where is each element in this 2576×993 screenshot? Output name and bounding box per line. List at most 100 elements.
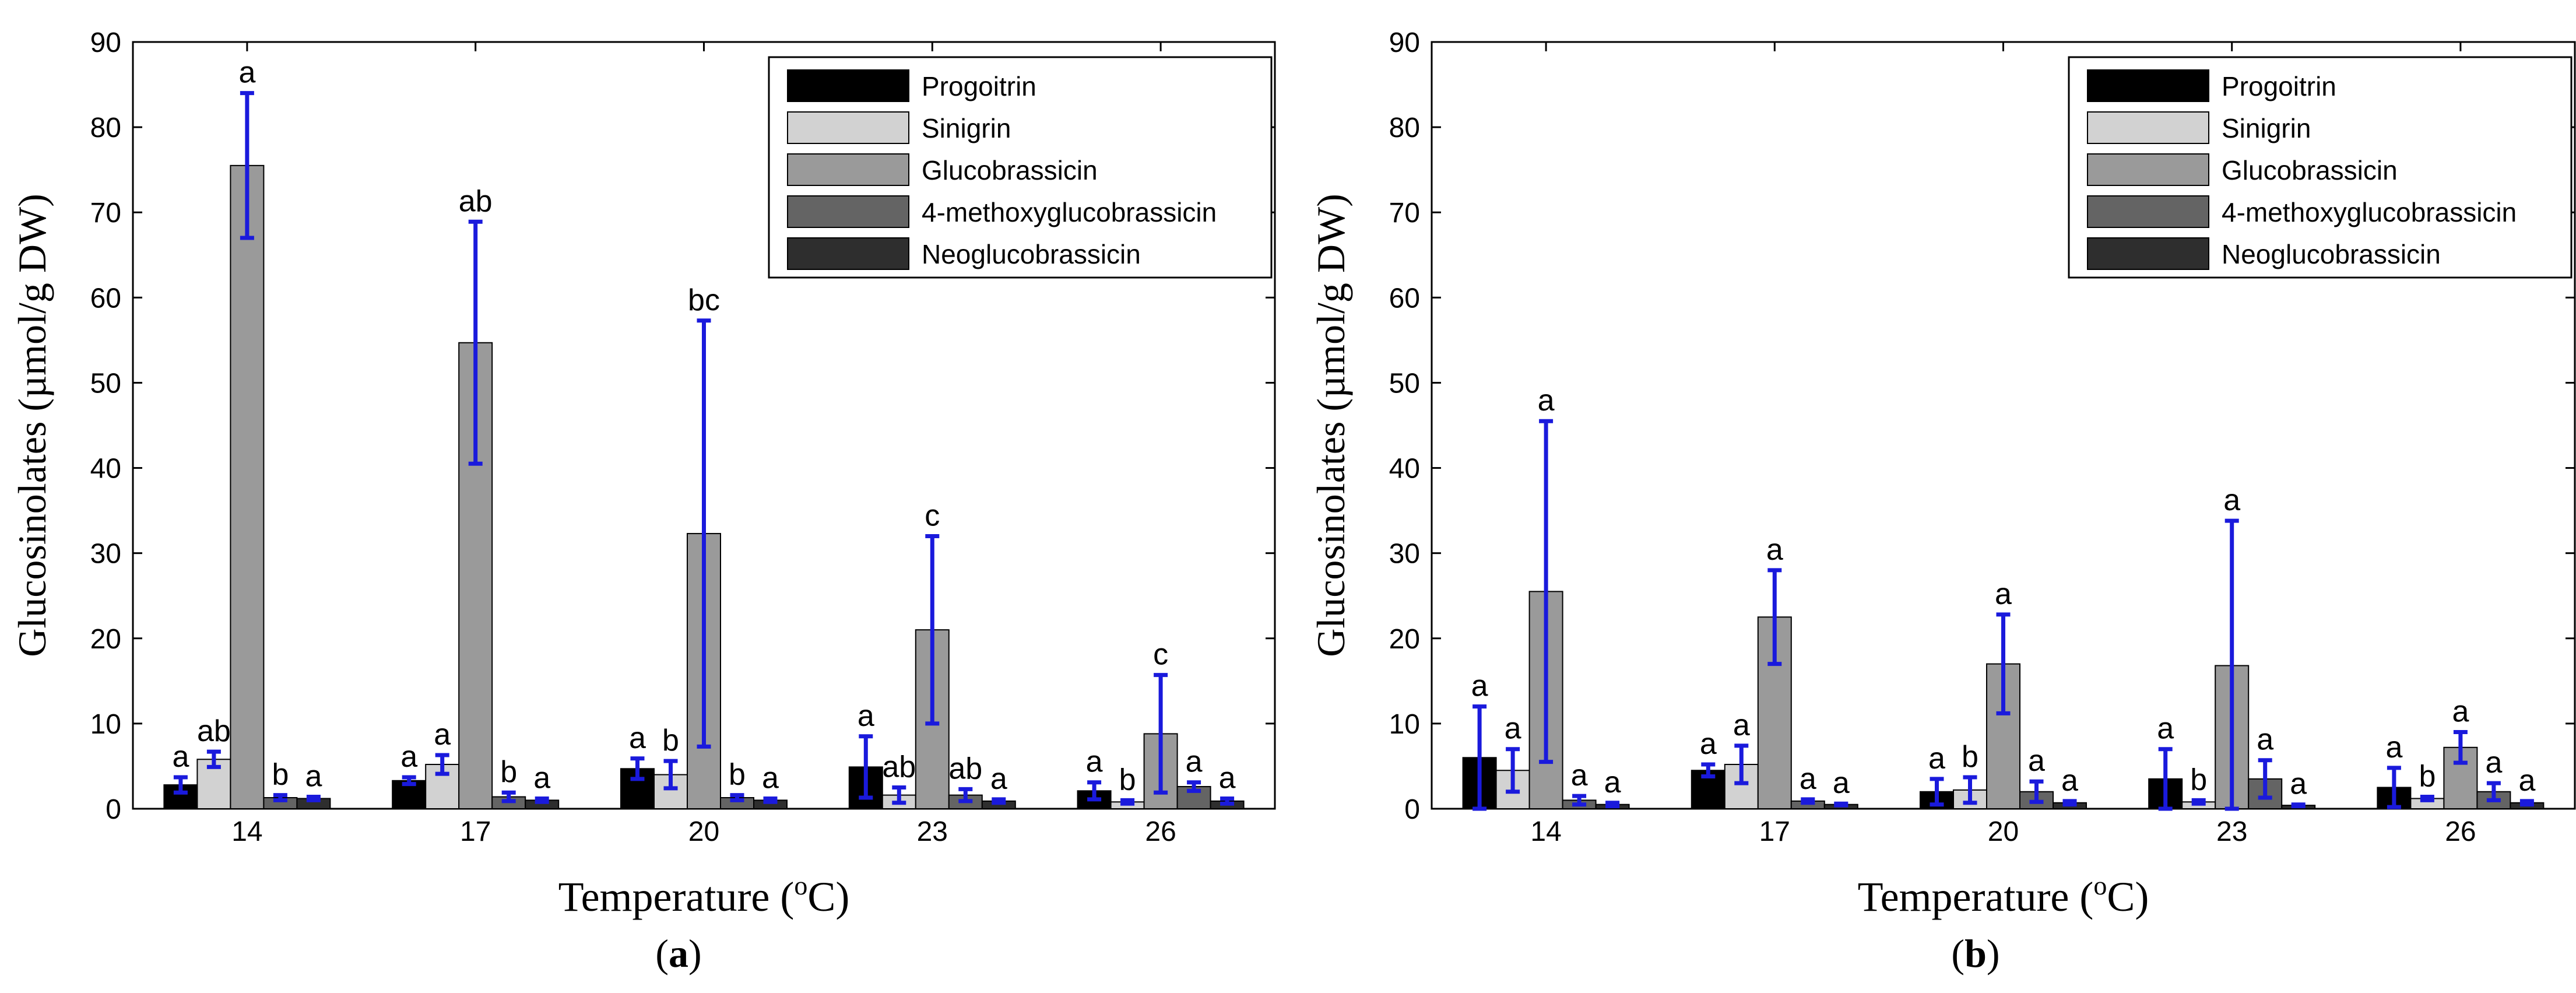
- significance-letter: a: [533, 761, 550, 795]
- panel-label-letter: a: [669, 931, 688, 976]
- significance-letter: a: [858, 699, 874, 733]
- legend-entry: Neoglucobrassicin: [2222, 239, 2441, 269]
- x-tick-label: 23: [2216, 816, 2247, 847]
- legend: Progoitrin Sinigrin Glucobrassicin 4-methox…: [768, 56, 1273, 279]
- y-tick-label: 80: [1389, 113, 1420, 143]
- x-axis-label: Temperature (oC): [1858, 871, 2149, 920]
- panel-label-letter: b: [1964, 931, 1987, 976]
- y-tick-label: 20: [1389, 624, 1420, 655]
- significance-letter: a: [762, 761, 779, 795]
- x-axis-label-degree: o: [794, 871, 807, 900]
- x-axis-label-degree: o: [2093, 871, 2107, 900]
- significance-letter: a: [1833, 766, 1850, 800]
- significance-letter: a: [629, 721, 646, 755]
- y-tick-label: 40: [90, 454, 121, 485]
- significance-letter: a: [2518, 764, 2535, 798]
- significance-letter: ab: [948, 752, 982, 785]
- y-tick-label: 30: [1389, 539, 1420, 570]
- x-axis-label: Temperature (oC): [558, 871, 850, 920]
- y-tick-label: 10: [1389, 709, 1420, 740]
- y-tick-label: 70: [1389, 198, 1420, 229]
- x-axis-label-unit: C): [2107, 873, 2149, 920]
- legend-swatch: [787, 195, 909, 228]
- significance-letter: c: [1153, 638, 1168, 672]
- significance-letter: a: [1766, 533, 1783, 567]
- y-tick-label: 60: [90, 283, 121, 314]
- significance-letter: a: [2061, 764, 2078, 798]
- panel-label-close: ): [688, 931, 702, 976]
- y-tick-label: 10: [90, 709, 121, 740]
- bar-glucobrassicin: [230, 164, 265, 810]
- significance-letter: a: [2290, 767, 2307, 801]
- significance-letter: a: [2485, 746, 2502, 780]
- y-tick-label: 80: [90, 113, 121, 143]
- significance-letter: a: [1604, 766, 1621, 799]
- significance-letter: a: [2028, 744, 2045, 778]
- x-tick-label: 14: [231, 816, 262, 847]
- legend-entry: Glucobrassicin: [922, 155, 1098, 185]
- significance-letter: b: [2190, 763, 2207, 796]
- legend-swatch: [2087, 111, 2209, 144]
- significance-letter: b: [500, 755, 517, 789]
- significance-letter: a: [305, 760, 322, 794]
- significance-letter: b: [1962, 740, 1978, 774]
- significance-letter: a: [400, 740, 417, 774]
- x-tick-label: 26: [1145, 816, 1176, 847]
- y-tick-label: 50: [1389, 368, 1420, 399]
- significance-letter: a: [990, 762, 1007, 796]
- significance-letter: a: [1186, 745, 1203, 779]
- x-axis-label-text: Temperature (: [1858, 873, 2094, 920]
- significance-letter: a: [1995, 577, 2012, 611]
- significance-letter: a: [2157, 712, 2174, 746]
- significance-letter: a: [1538, 384, 1555, 417]
- significance-letter: b: [729, 758, 746, 792]
- significance-letter: a: [238, 56, 255, 90]
- chart-panel-b: 0 10 20 30 40 50 60 70 80 90 Glucosinolates (µmol/…: [1309, 27, 2576, 976]
- significance-letter: a: [1928, 742, 1945, 776]
- x-tick-label: 23: [917, 816, 948, 847]
- y-tick-label: 30: [90, 539, 121, 570]
- significance-letter: a: [2385, 731, 2402, 764]
- panel-label-open: (: [1951, 931, 1964, 976]
- significance-letter: a: [1733, 708, 1750, 742]
- legend-entry: 4-methoxyglucobrassicin: [922, 197, 1217, 227]
- significance-letter: b: [662, 724, 679, 757]
- x-axis-label-unit: C): [807, 873, 849, 920]
- significance-letter: b: [272, 758, 289, 792]
- significance-letter: ab: [882, 750, 916, 784]
- legend: Progoitrin Sinigrin Glucobrassicin 4-methox…: [2068, 56, 2573, 279]
- significance-letter: a: [1086, 745, 1103, 779]
- significance-letter: a: [172, 740, 189, 774]
- y-tick-label: 20: [90, 624, 121, 655]
- x-tick-label: 14: [1530, 816, 1561, 847]
- significance-letter: a: [2452, 695, 2469, 729]
- significance-letter: a: [1800, 762, 1816, 796]
- legend-entry: Progoitrin: [922, 71, 1036, 101]
- x-tick-label: 17: [1759, 816, 1790, 847]
- bar-4-methoxyglucobrassicin: [1176, 786, 1211, 809]
- legend-entry: Neoglucobrassicin: [922, 239, 1141, 269]
- significance-letter: a: [2223, 483, 2240, 517]
- legend-swatch: [2087, 153, 2209, 186]
- significance-letter: a: [434, 718, 451, 752]
- significance-letter: ab: [459, 184, 493, 218]
- y-tick-label: 0: [106, 794, 121, 825]
- y-axis-label: Glucosinolates (µmol/g DW): [10, 194, 54, 657]
- significance-letter: b: [2419, 760, 2436, 794]
- legend-swatch: [2087, 69, 2209, 102]
- significance-letter: bc: [688, 283, 720, 317]
- legend-entry: 4-methoxyglucobrassicin: [2222, 197, 2517, 227]
- significance-letter: b: [1119, 763, 1136, 796]
- y-tick-label: 90: [90, 27, 121, 58]
- panel-label: (a): [655, 931, 701, 976]
- panel-label-close: ): [1987, 931, 2000, 976]
- legend-swatch: [787, 153, 909, 186]
- y-tick-label: 70: [90, 198, 121, 229]
- x-axis-label-text: Temperature (: [558, 873, 795, 920]
- significance-letter: a: [1219, 761, 1236, 795]
- y-tick-label: 0: [1404, 794, 1420, 825]
- x-tick-label: 20: [1988, 816, 2019, 847]
- significance-letter: a: [1571, 759, 1588, 792]
- y-tick-label: 40: [1389, 454, 1420, 485]
- x-tick-label: 26: [2445, 816, 2476, 847]
